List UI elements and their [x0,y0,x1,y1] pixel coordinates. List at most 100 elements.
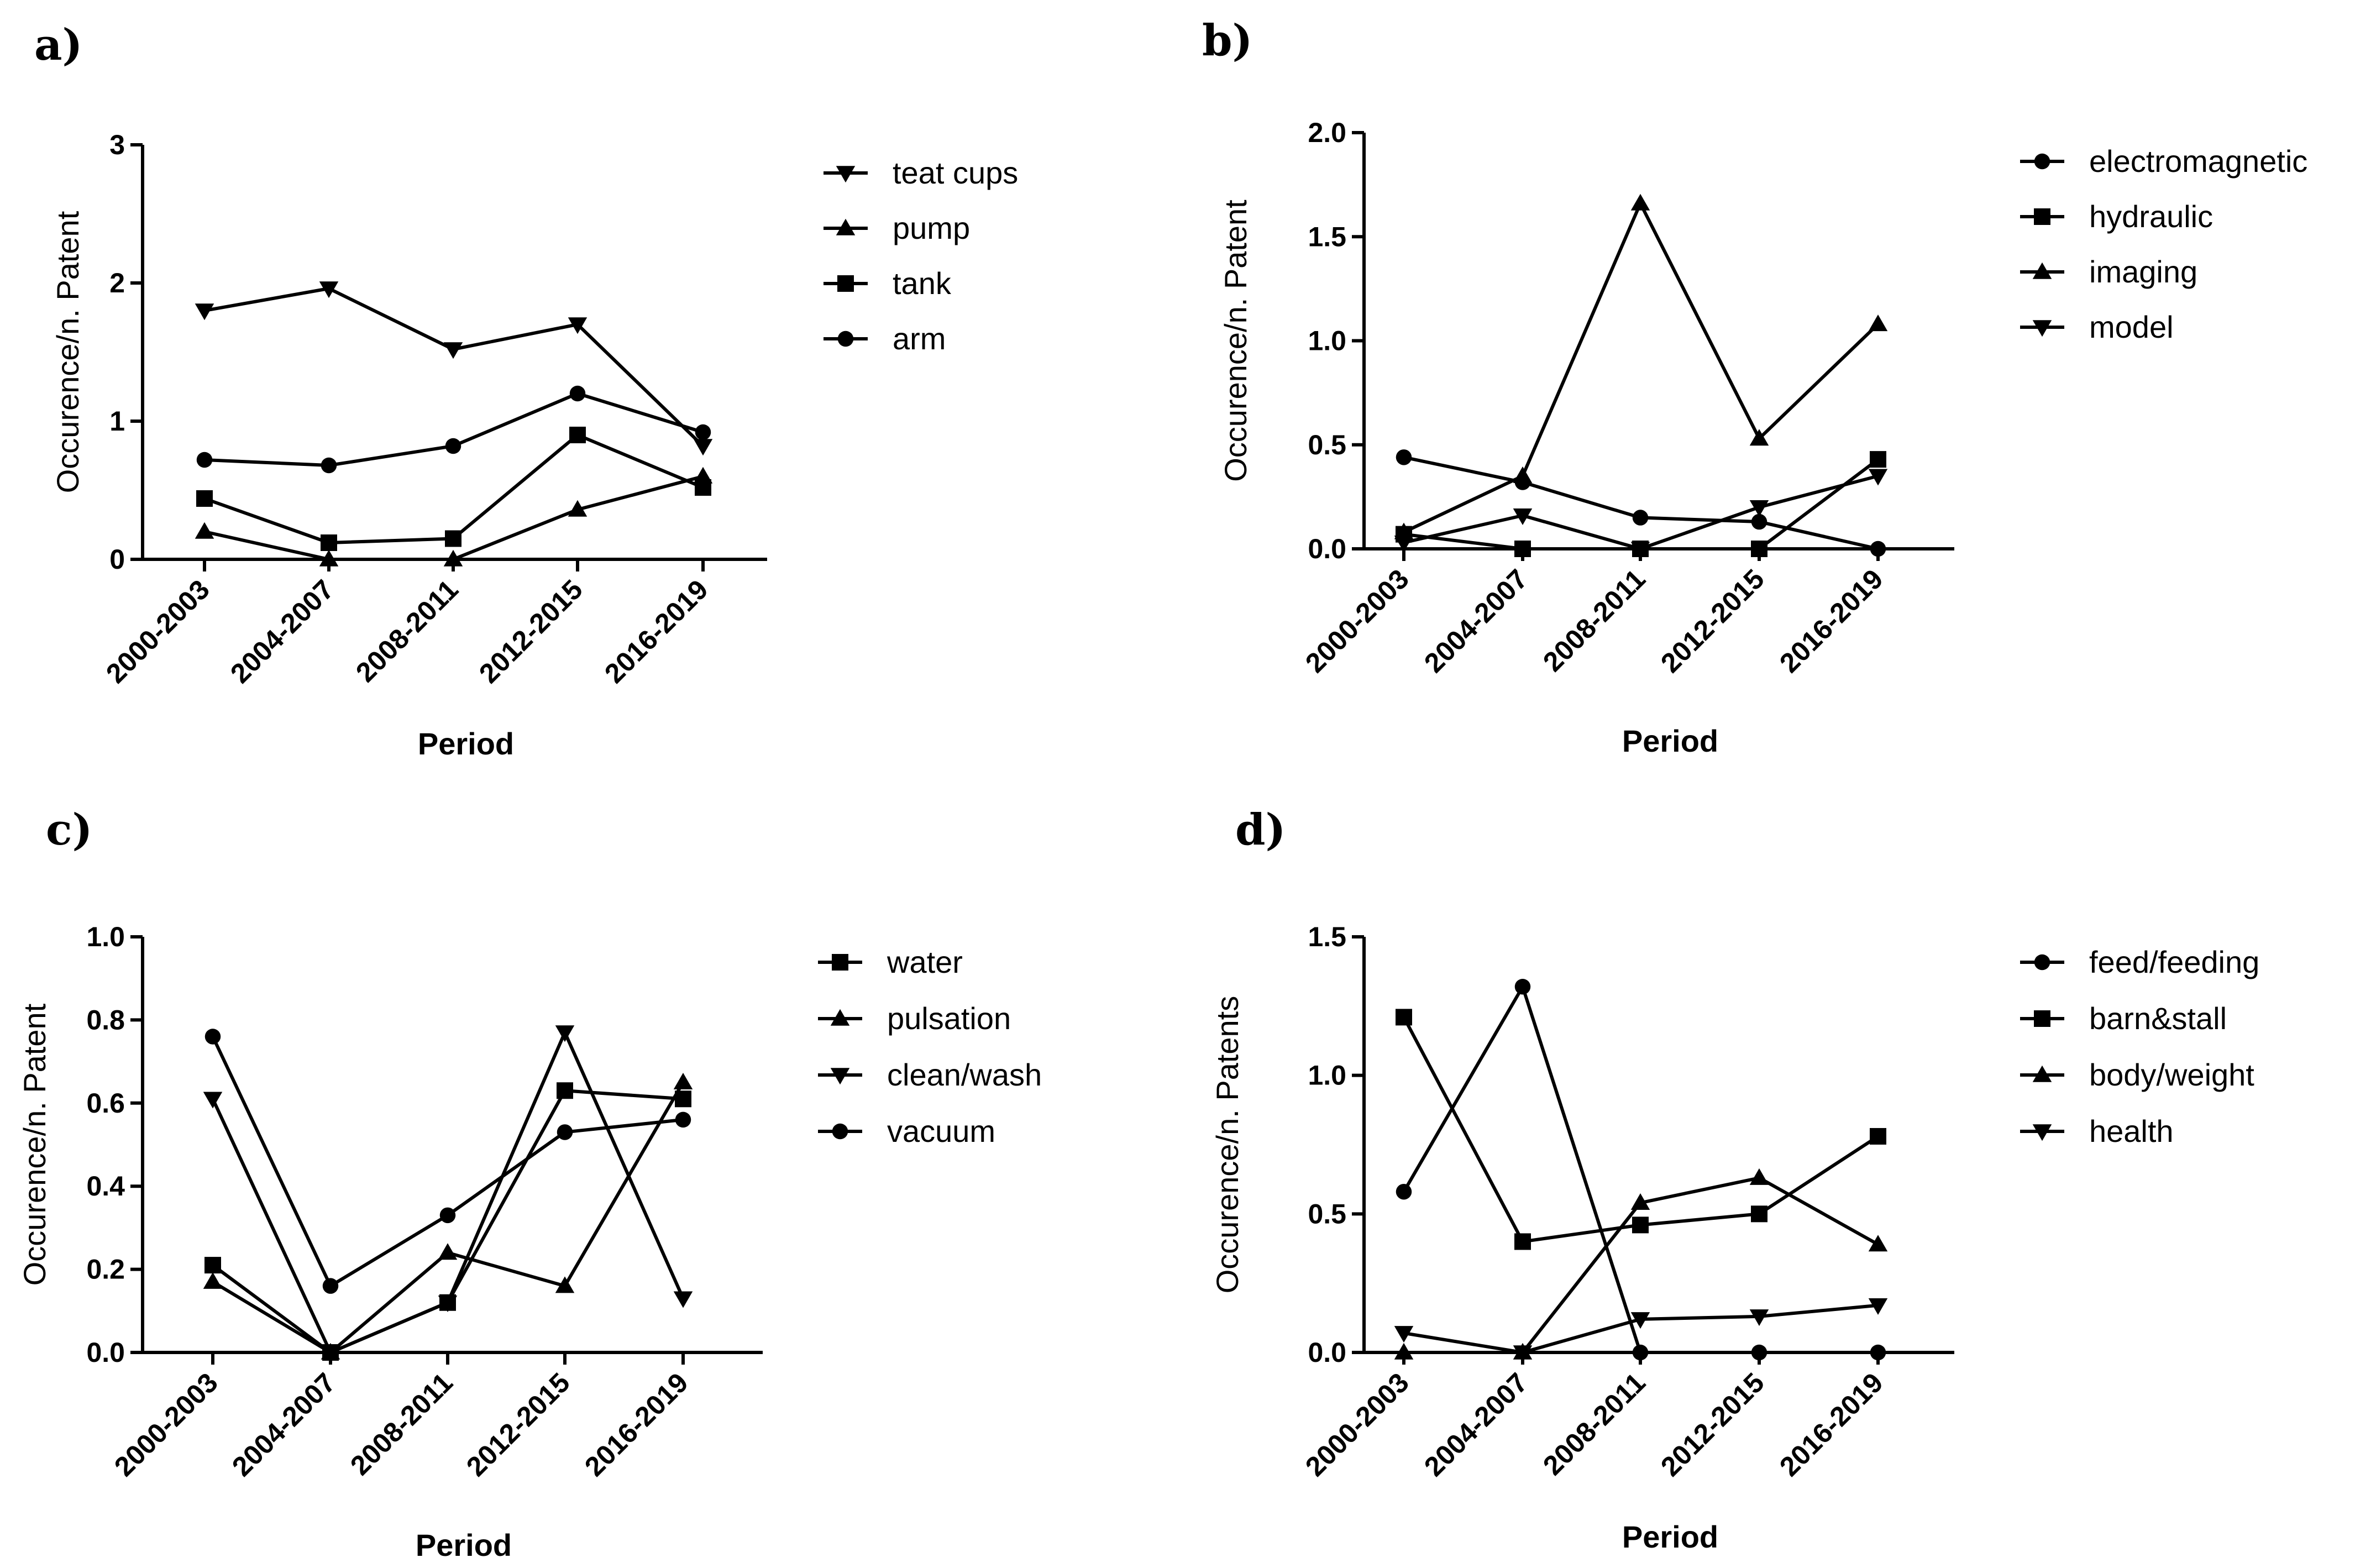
legend-item-teat-cups: teat cups [824,155,1018,190]
legend-label: hydraulic [2089,199,2213,234]
data-point-tank [321,534,337,551]
series-vacuum [204,1029,691,1294]
legend-label: clean/wash [887,1057,1042,1092]
data-point-body-weight [1868,1235,1888,1252]
legend-label: health [2089,1114,2174,1149]
legend-item-health: health [2020,1114,2174,1149]
series-barn-stall [1396,1009,1886,1250]
series-health [1394,1298,1888,1362]
y-tick-label: 2 [109,268,125,298]
legend-label: feed/feeding [2089,945,2259,979]
panel-letter: b) [1202,15,1252,66]
legend-item-hydraulic: hydraulic [2020,199,2213,234]
data-point-tank [569,427,586,443]
legend-label: imaging [2089,254,2197,289]
y-tick-label: 0.2 [86,1254,125,1285]
x-axis-title: Period [418,726,514,761]
panel-letter: d) [1235,805,1286,855]
legend-marker [2032,262,2052,279]
data-point-electromagnetic [1396,449,1412,465]
legend-label: model [2089,310,2174,344]
x-tick-label: 2000-2003 [108,1367,224,1482]
data-point-barn-stall [1632,1216,1649,1234]
data-point-body-weight [1394,1342,1414,1360]
series-line-feed-feeding [1402,985,1878,1354]
data-point-teat-cups [319,281,339,298]
legend-item-clean-wash: clean/wash [818,1057,1042,1092]
x-tick-label: 2016-2019 [1774,563,1889,679]
data-point-model [1749,500,1769,517]
data-point-hydraulic [1870,451,1886,468]
data-point-hydraulic [1514,541,1531,557]
data-point-arm [196,452,213,468]
legend-marker [2032,320,2052,337]
y-tick-label: 1.0 [1308,326,1346,356]
series-imaging [1394,193,1888,539]
series-pump [195,466,713,567]
panel-d: d) 0.0 0.5 1.0 1.5 2000-2003 2004-2007 2008-201… [1210,805,2259,1554]
legend-marker [2032,1124,2052,1141]
legend-marker [2032,1065,2052,1082]
data-point-model [1868,469,1888,486]
x-tick-label: 2004-2007 [226,1367,342,1482]
data-point-tank [196,490,213,507]
x-tick-label: 2000-2003 [1299,563,1415,679]
legend-label: barn&stall [2089,1001,2227,1036]
series-feed-feeding [1396,978,1886,1361]
data-point-vacuum [204,1029,221,1045]
y-tick-label: 0.4 [86,1171,125,1202]
data-point-barn-stall [1514,1233,1531,1250]
data-point-water [204,1257,221,1274]
x-axis-title: Period [416,1528,512,1562]
legend-marker [837,331,854,347]
legend-marker [830,1009,850,1026]
x-tick-label: 2012-2015 [1655,563,1770,679]
y-tick-label: 0.5 [1308,429,1346,460]
data-point-barn-stall [1396,1009,1412,1026]
data-point-pulsation [438,1243,458,1260]
data-point-arm [569,385,586,402]
data-point-clean-wash [438,1296,458,1313]
data-point-body-weight [1630,1193,1650,1210]
legend-label: vacuum [887,1114,995,1149]
data-point-feed-feeding [1870,1344,1886,1361]
series-teat-cups [195,281,713,456]
y-axis-title: Occurence/n. Patent [1218,200,1253,482]
y-tick-label: 0.5 [1308,1198,1346,1229]
series-hydraulic [1396,451,1886,557]
data-point-hydraulic [1751,541,1767,557]
legend-item-arm: arm [824,321,946,356]
data-point-teat-cups [443,342,463,359]
legend-marker [830,1068,850,1085]
panel-letter: a) [34,20,82,70]
data-point-pump [568,500,588,517]
legend-label: body/weight [2089,1057,2254,1092]
x-tick-label: 2008-2011 [1537,1367,1651,1481]
y-tick-label: 2.0 [1308,117,1346,148]
data-point-vacuum [557,1124,573,1140]
data-point-imaging [1394,522,1414,539]
x-tick-label: 2004-2007 [1418,1367,1534,1482]
data-point-barn-stall [1751,1205,1767,1223]
x-tick-label: 2008-2011 [344,1367,459,1481]
data-point-feed-feeding [1632,1344,1649,1361]
series-model [1394,469,1888,559]
legend-marker [2034,208,2050,225]
data-point-pump [319,549,339,567]
legend-marker [837,275,854,292]
legend-marker [832,954,848,971]
x-tick-label: 2012-2015 [460,1367,576,1482]
legend-item-body-weight: body/weight [2020,1057,2254,1092]
legend-label: pulsation [887,1001,1011,1036]
data-point-water [557,1082,573,1099]
data-point-health [1630,1312,1650,1329]
x-tick-label: 2012-2015 [1655,1367,1770,1482]
legend-item-feed-feeding: feed/feeding [2020,945,2259,979]
panel-letter: c) [46,805,92,855]
y-axis-title: Occurence/n. Patents [1210,996,1245,1294]
legend-marker [836,218,856,235]
data-point-arm [695,424,711,440]
legend-label: electromagnetic [2089,144,2307,179]
data-point-feed-feeding [1751,1344,1767,1361]
